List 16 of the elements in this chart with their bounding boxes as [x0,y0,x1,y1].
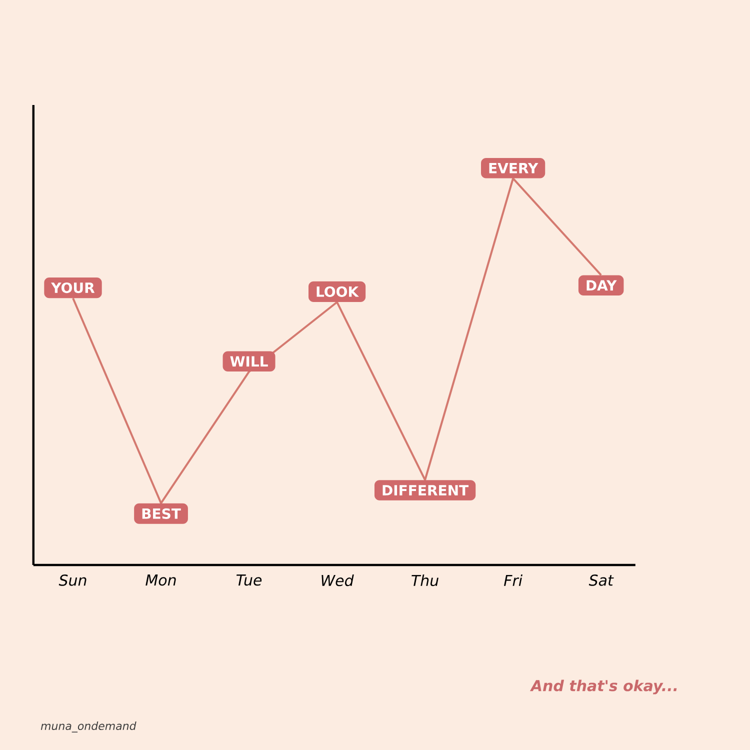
x-tick-label: Sun [58,574,86,586]
x-tick-label: Thu [412,574,438,586]
annotation: DIFFERENT [382,485,469,496]
x-tick-label: Wed [322,574,354,586]
text: muna_ondemand [40,722,136,732]
annotation: WILL [230,356,268,367]
annotation: DAY [586,280,617,290]
annotation: EVERY [489,163,538,174]
annotation: BEST [142,508,181,519]
annotation: LOOK [316,286,360,297]
x-tick-label: Mon [146,574,176,586]
annotation: YOUR [51,282,95,294]
x-tick-label: Sat [588,574,614,586]
text: And that's okay... [530,680,677,694]
x-tick-label: Fri [504,574,522,586]
x-tick-label: Tue [236,574,262,586]
